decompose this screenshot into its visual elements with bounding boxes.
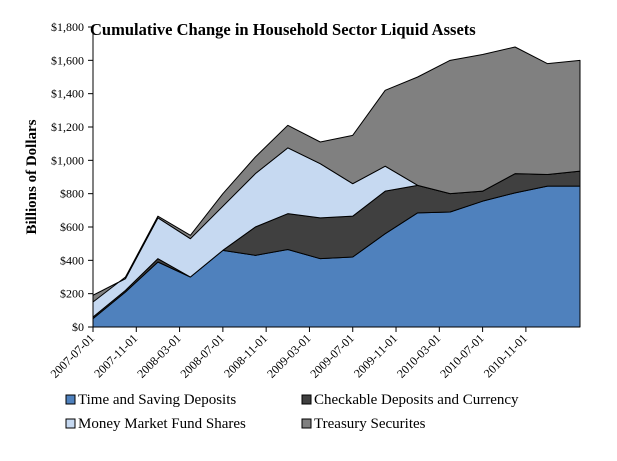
x-tick-label: 2009-03-01 <box>264 331 313 380</box>
legend-label: Time and Saving Deposits <box>78 392 236 408</box>
x-tick-label: 2009-07-01 <box>307 331 356 380</box>
y-tick-labels: $0 $200 $400 $600 $800 $1,000 $1,200 $1,400 $1,6… <box>51 20 84 334</box>
y-tick-label: $600 <box>60 220 84 234</box>
y-tick-label: $0 <box>72 320 84 334</box>
x-tick-label: 2008-11-01 <box>221 331 270 380</box>
x-tick-labels: 2007-07-012007-11-012008-03-012008-07-01… <box>48 331 530 380</box>
x-tick-label: 2007-07-01 <box>48 331 97 380</box>
legend-item-checkable-deposits-and-currency: Checkable Deposits and Currency <box>301 392 519 408</box>
x-tick-label: 2010-11-01 <box>481 331 530 380</box>
legend: Time and Saving Deposits Checkable Deposi… <box>65 392 519 432</box>
x-tick-label: 2010-07-01 <box>437 331 486 380</box>
y-tick-label: $1,400 <box>51 87 84 101</box>
legend-label: Money Market Fund Shares <box>78 416 246 432</box>
y-tick-label: $1,000 <box>51 153 84 167</box>
legend-label: Checkable Deposits and Currency <box>314 392 519 408</box>
legend-swatch <box>301 418 312 429</box>
legend-item-treasury-securites: Treasury Securites <box>301 416 426 432</box>
legend-swatch <box>65 418 76 429</box>
legend-swatch <box>65 394 76 405</box>
stacked-areas <box>92 46 581 328</box>
legend-label: Treasury Securites <box>314 416 426 432</box>
y-tick-label: $800 <box>60 187 84 201</box>
y-tick-label: $1,600 <box>51 53 84 67</box>
y-tick-label: $1,200 <box>51 120 84 134</box>
axes <box>88 26 580 332</box>
x-tick-label: 2010-03-01 <box>394 331 443 380</box>
y-axis-label: Billions of Dollars <box>24 119 40 234</box>
area-treasury-securites <box>92 46 581 303</box>
x-tick-label: 2007-11-01 <box>91 331 140 380</box>
y-tick-label: $200 <box>60 287 84 301</box>
x-tick-label: 2009-11-01 <box>351 331 400 380</box>
legend-item-money-market-fund-shares: Money Market Fund Shares <box>65 416 246 432</box>
y-tick-label: $1,800 <box>51 20 84 34</box>
x-tick-label: 2008-03-01 <box>134 331 183 380</box>
x-tick-label: 2008-07-01 <box>177 331 226 380</box>
legend-item-time-and-saving-deposits: Time and Saving Deposits <box>65 392 236 408</box>
chart-title: Cumulative Change in Household Sector Li… <box>90 20 476 39</box>
y-tick-label: $400 <box>60 253 84 267</box>
legend-swatch <box>301 394 312 405</box>
